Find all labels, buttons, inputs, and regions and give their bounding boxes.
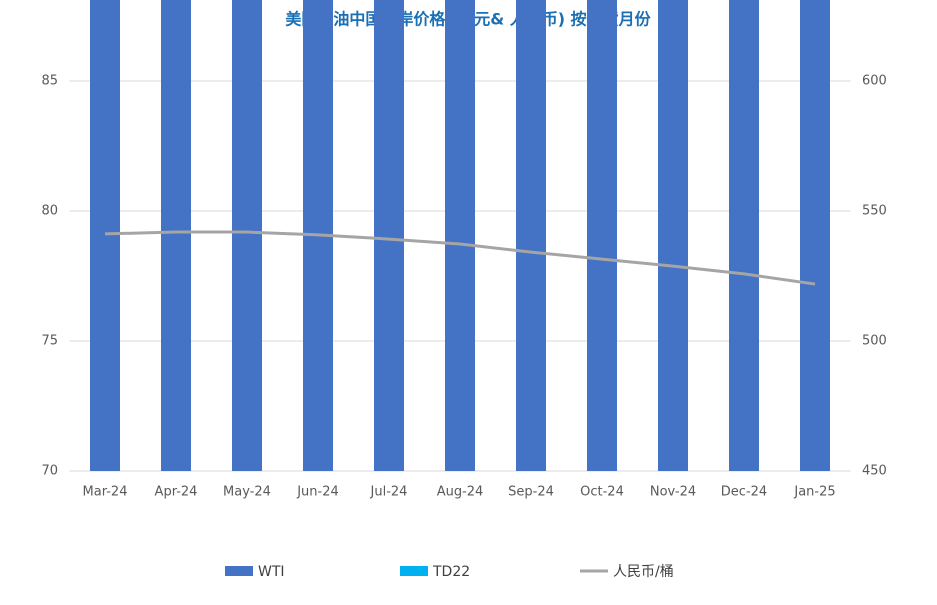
x-tick-label: Mar-24 — [83, 485, 128, 500]
y-tick-label: 75 — [41, 334, 58, 349]
bar — [800, 0, 830, 471]
x-tick-label: Apr-24 — [155, 485, 198, 500]
y-tick-label: 70 — [41, 464, 58, 479]
bar — [90, 0, 120, 471]
bar — [587, 0, 617, 471]
bar — [658, 0, 688, 471]
bar — [445, 0, 475, 471]
bar — [161, 0, 191, 471]
bar — [729, 0, 759, 471]
legend-label: TD22 — [432, 564, 470, 580]
x-tick-label: Nov-24 — [650, 485, 696, 500]
line — [104, 230, 816, 286]
x-tick-label: Oct-24 — [580, 485, 624, 500]
x-tick-label: Jun-24 — [296, 485, 339, 500]
y-tick-label: 85 — [41, 74, 58, 89]
y2-tick-label: 550 — [862, 204, 887, 219]
x-tick-label: Jul-24 — [370, 485, 408, 500]
x-tick-label: Aug-24 — [437, 485, 484, 500]
legend-swatch — [225, 566, 253, 576]
x-tick-label: May-24 — [223, 485, 271, 500]
bar — [516, 0, 546, 471]
bar — [232, 0, 262, 471]
y2-tick-label: 450 — [862, 464, 887, 479]
y2-tick-label: 500 — [862, 334, 887, 349]
x-tick-label: Dec-24 — [721, 485, 767, 500]
legend-label: WTI — [258, 564, 285, 580]
legend-swatch — [400, 566, 428, 576]
x-tick-label: Sep-24 — [508, 485, 554, 500]
y2-tick-label: 600 — [862, 74, 887, 89]
y-tick-label: 80 — [41, 204, 58, 219]
bar — [374, 0, 404, 471]
legend-label: 人民币/桶 — [613, 564, 674, 580]
x-tick-label: Jan-25 — [793, 485, 835, 500]
